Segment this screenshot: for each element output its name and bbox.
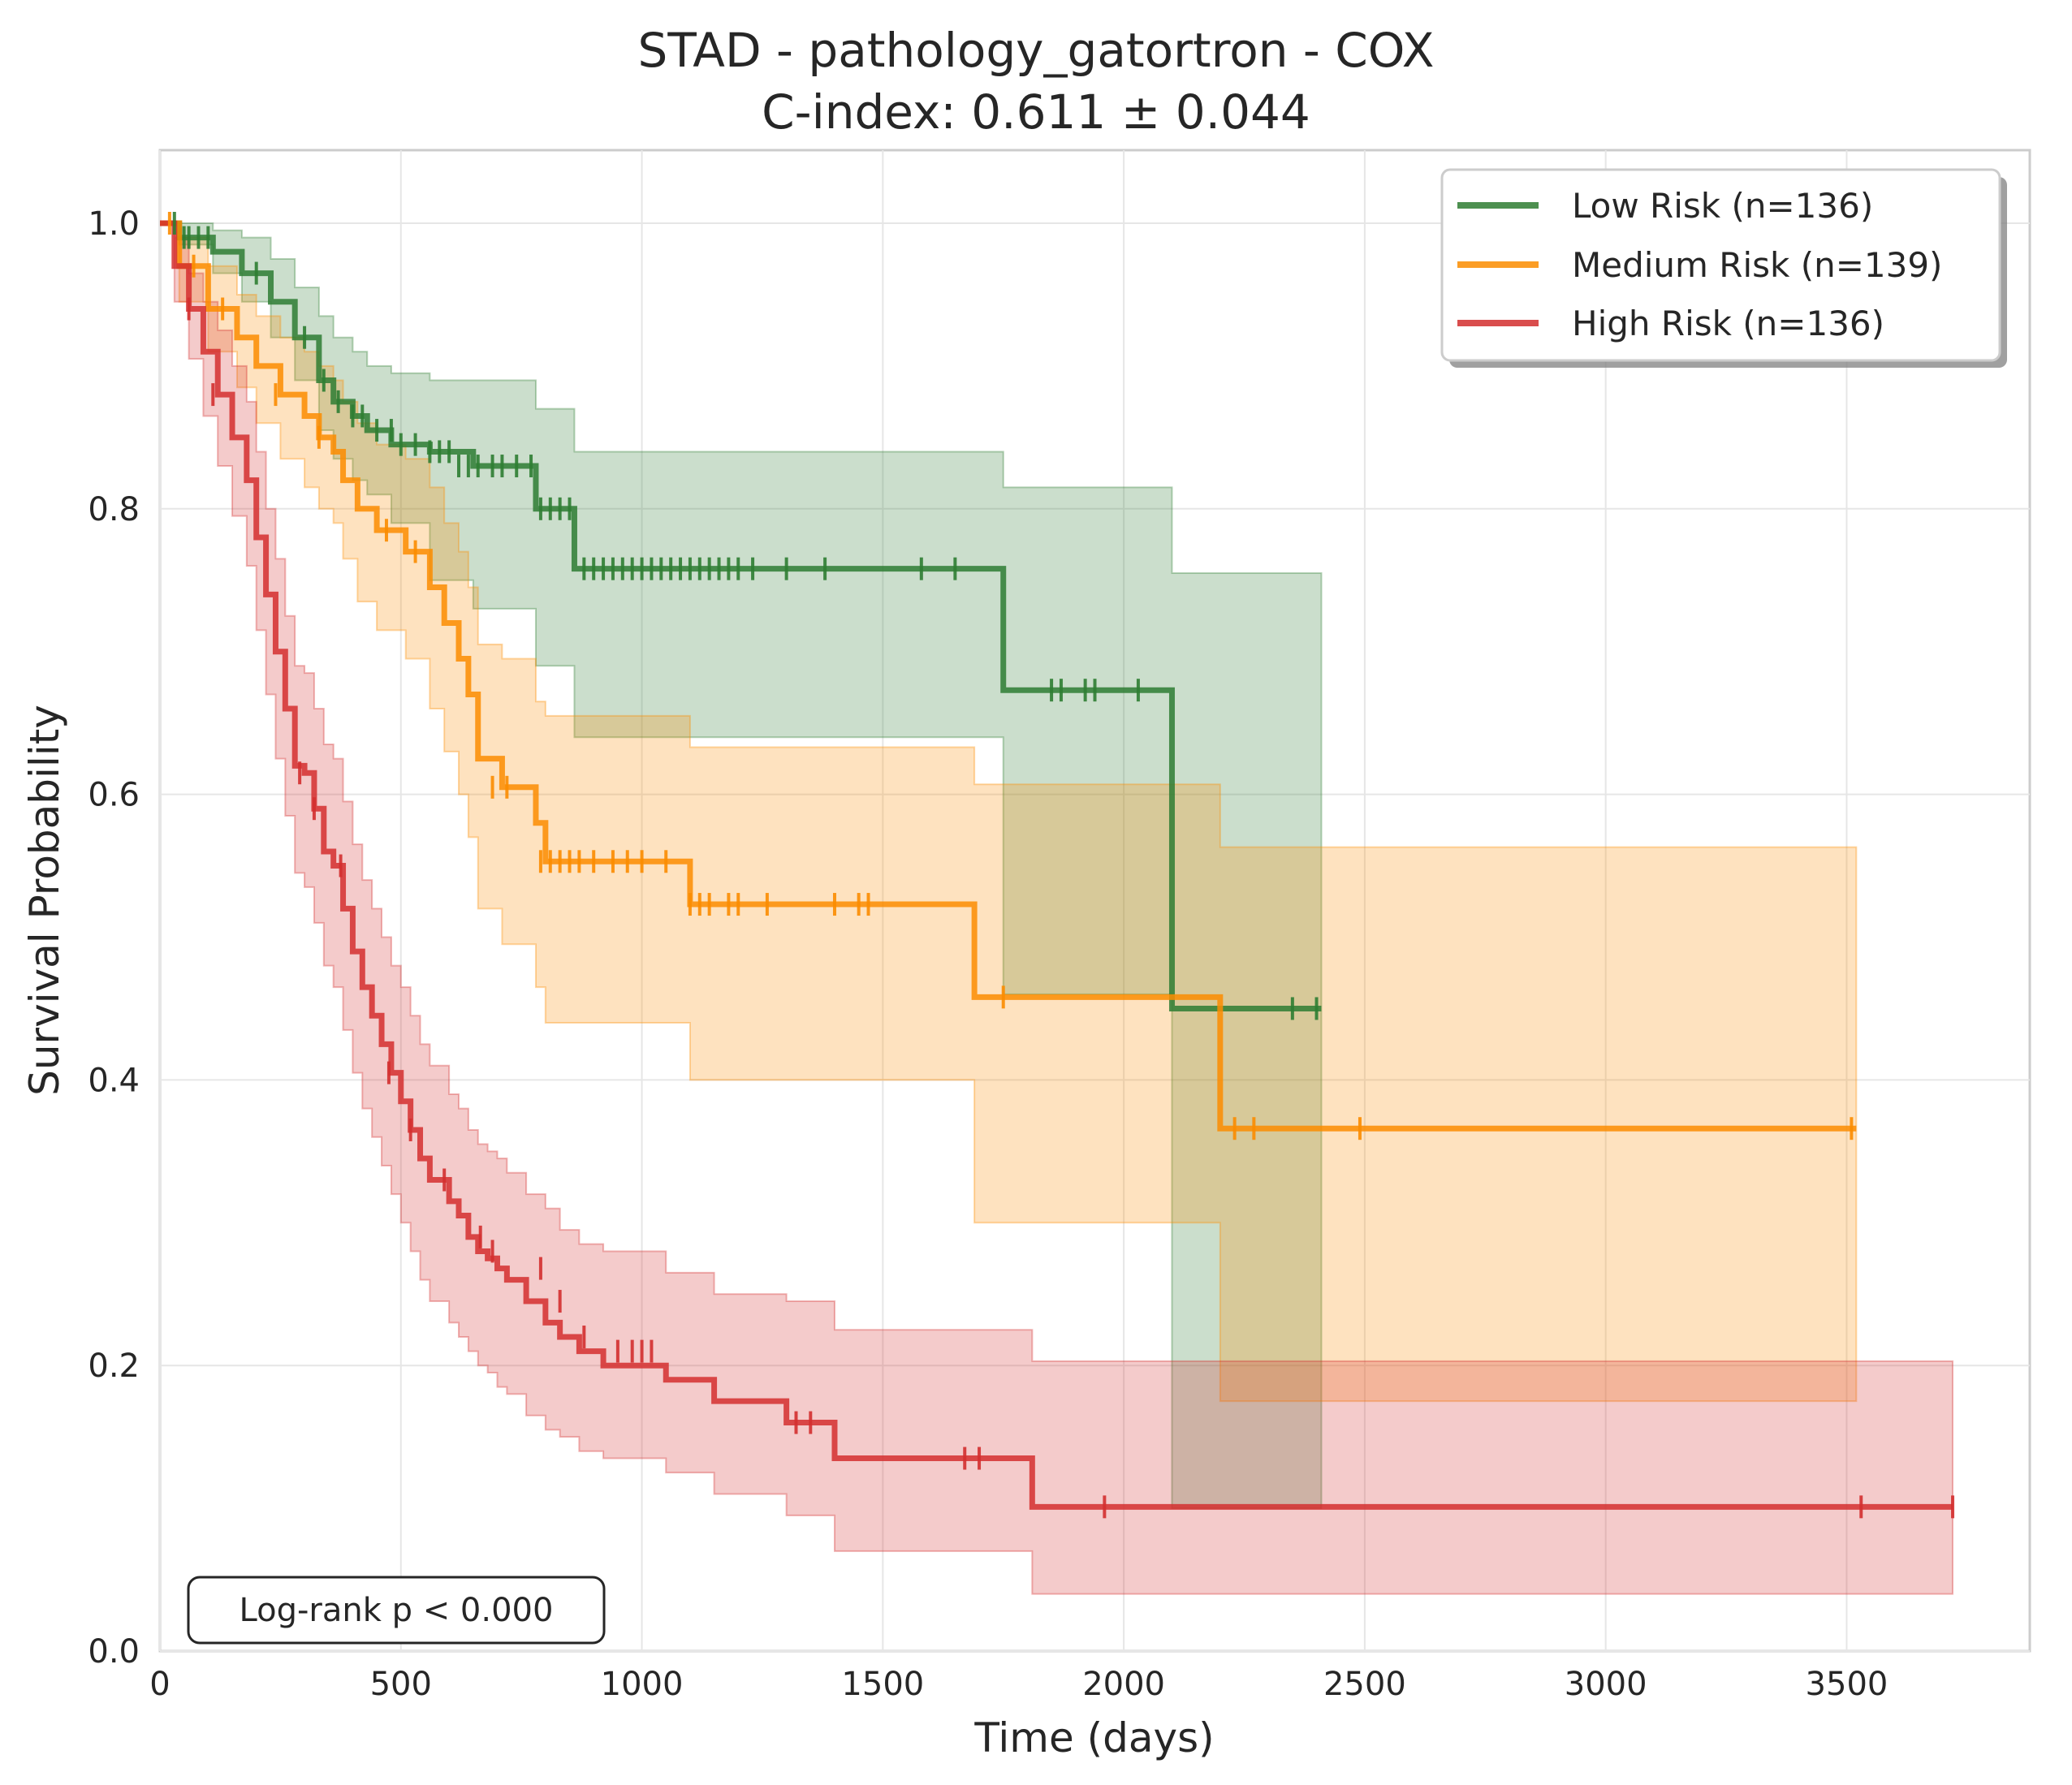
legend-label-low-risk: Low Risk (n=136) (1572, 186, 1873, 226)
x-tick-label: 1000 (601, 1666, 684, 1703)
medium-risk-survival-line (160, 220, 1857, 1132)
legend-label-high-risk: High Risk (n=136) (1572, 304, 1884, 343)
y-axis-ticks: 0.0 0.2 0.4 0.6 0.8 1.0 (88, 205, 140, 1671)
x-tick-label: 1500 (841, 1666, 924, 1703)
x-tick-label: 3500 (1806, 1666, 1889, 1703)
logrank-text: Log-rank p < 0.000 (240, 1592, 554, 1629)
logrank-annotation: Log-rank p < 0.000 (187, 1576, 606, 1645)
y-tick-label: 0.4 (88, 1062, 140, 1099)
censor-marks (167, 212, 1955, 1519)
y-axis-label: Survival Probability (21, 705, 68, 1096)
x-axis-label: Time (days) (973, 1714, 1214, 1761)
medium-risk-confidence-band (160, 222, 1858, 1403)
chart-title: STAD - pathology_gatortron - COX (638, 23, 1435, 78)
grid-lines (159, 150, 2030, 1652)
y-tick-label: 0.0 (88, 1633, 140, 1671)
x-tick-label: 2500 (1323, 1666, 1406, 1703)
high-risk-survival-line (160, 220, 1953, 1510)
x-axis-ticks: 0 500 1000 1500 2000 2500 3000 3500 (149, 1666, 1888, 1703)
logrank-box (187, 1576, 606, 1645)
survival-curves (160, 220, 1953, 1510)
y-tick-label: 0.8 (88, 491, 140, 528)
x-tick-label: 3000 (1565, 1666, 1647, 1703)
plot-area (158, 149, 2031, 1653)
legend: Low Risk (n=136) Medium Risk (n=139) Hig… (1440, 168, 2007, 368)
high-risk-confidence-band (160, 222, 1954, 1595)
legend-box (1440, 168, 2001, 362)
y-tick-label: 1.0 (88, 205, 140, 243)
x-tick-label: 2000 (1082, 1666, 1165, 1703)
legend-label-medium-risk: Medium Risk (n=139) (1572, 245, 1942, 285)
y-tick-label: 0.6 (88, 777, 140, 814)
y-tick-label: 0.2 (88, 1347, 140, 1385)
x-tick-label: 500 (370, 1666, 432, 1703)
x-tick-label: 0 (149, 1666, 170, 1703)
low-risk-survival-line (160, 220, 1322, 1011)
chart-subtitle: C-index: 0.611 ± 0.044 (762, 84, 1310, 140)
